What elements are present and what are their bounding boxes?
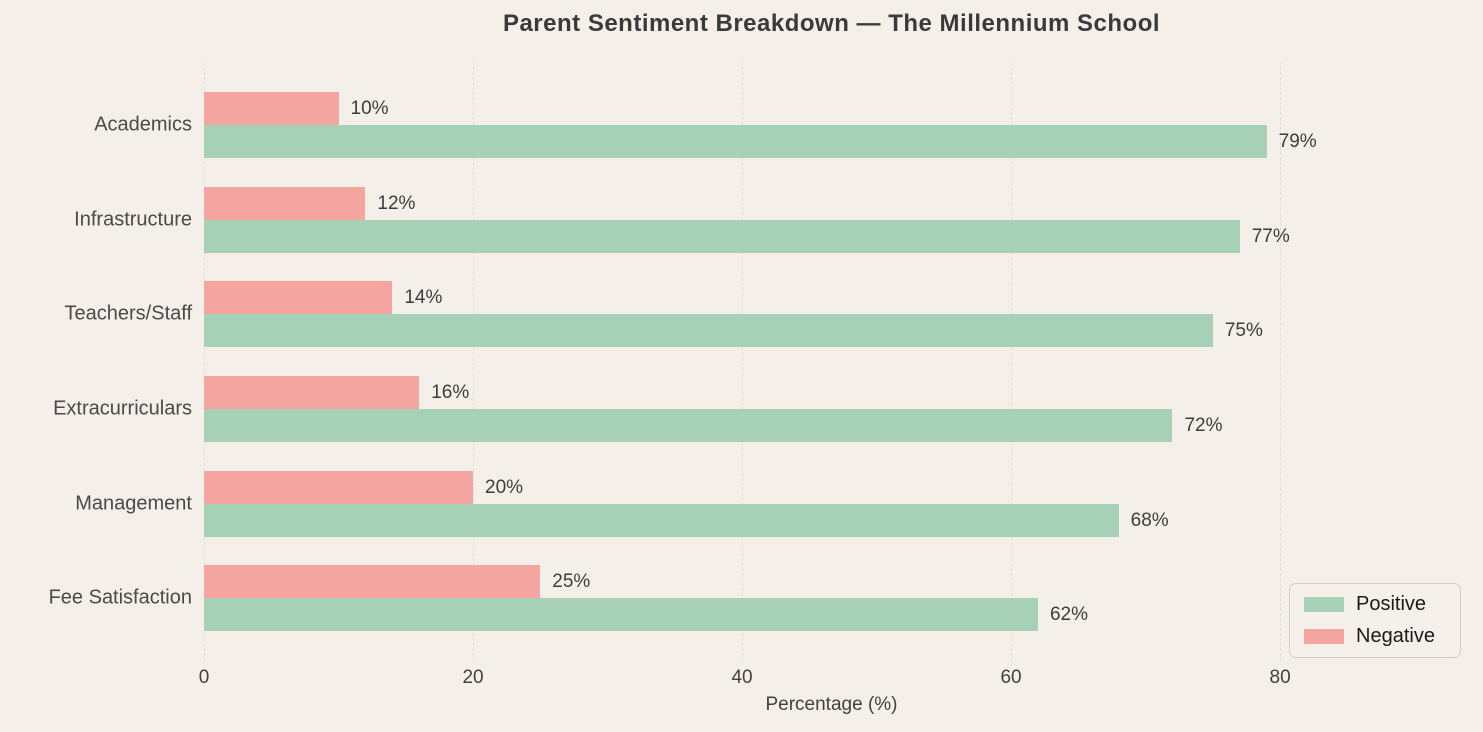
x-tick-label: 20 bbox=[462, 667, 484, 688]
value-label-negative: 16% bbox=[431, 382, 470, 403]
value-label-positive: 72% bbox=[1184, 415, 1223, 436]
category-label: Academics bbox=[94, 113, 192, 136]
bar-positive bbox=[204, 598, 1038, 632]
value-label-negative: 25% bbox=[552, 571, 591, 593]
value-label-negative: 14% bbox=[404, 287, 443, 309]
legend-item-positive: Positive bbox=[1304, 593, 1446, 616]
bar-positive bbox=[204, 125, 1267, 158]
gridline bbox=[742, 62, 744, 661]
bar-positive bbox=[204, 409, 1173, 442]
bar-negative bbox=[204, 376, 420, 409]
bar-negative bbox=[204, 186, 366, 220]
bar-positive bbox=[204, 219, 1240, 253]
legend-label-negative: Negative bbox=[1356, 625, 1435, 647]
gridline bbox=[1011, 62, 1013, 661]
x-tick-label: 80 bbox=[1269, 667, 1291, 688]
x-axis-label: Percentage (%) bbox=[765, 694, 898, 715]
value-label-negative: 10% bbox=[350, 98, 389, 119]
bar-negative bbox=[204, 281, 393, 315]
bar-positive bbox=[204, 314, 1213, 348]
legend: Positive Negative bbox=[1289, 583, 1461, 658]
bar-positive bbox=[204, 503, 1119, 537]
plot-area: 10% 79% 12% 77% 14% 75% 16% 72% 20% 68% 25% 62% bbox=[204, 62, 1459, 661]
category-label: Management bbox=[75, 492, 192, 515]
category-label: Teachers/Staff bbox=[64, 302, 192, 325]
value-label-positive: 79% bbox=[1278, 131, 1317, 152]
x-tick-label: 40 bbox=[731, 667, 753, 688]
gridline bbox=[1280, 62, 1282, 661]
category-label: Extracurriculars bbox=[53, 397, 192, 420]
value-label-negative: 20% bbox=[485, 476, 524, 498]
legend-label-positive: Positive bbox=[1356, 593, 1427, 615]
chart-title: Parent Sentiment Breakdown — The Millenn… bbox=[502, 10, 1161, 37]
gridline bbox=[204, 62, 205, 661]
bar-negative bbox=[204, 470, 474, 504]
gridline bbox=[473, 62, 475, 661]
value-label-negative: 12% bbox=[377, 192, 416, 214]
value-label-positive: 68% bbox=[1130, 509, 1169, 531]
positive-swatch-icon bbox=[1304, 597, 1344, 612]
negative-swatch-icon bbox=[1304, 629, 1344, 644]
value-label-positive: 77% bbox=[1251, 225, 1290, 247]
bar-negative bbox=[204, 92, 339, 125]
bar-negative bbox=[204, 565, 541, 599]
x-tick-label: 60 bbox=[1000, 667, 1022, 688]
category-label: Infrastructure bbox=[74, 208, 192, 231]
x-tick-label: 0 bbox=[198, 667, 210, 688]
value-label-positive: 62% bbox=[1049, 604, 1088, 626]
category-label: Fee Satisfaction bbox=[48, 586, 192, 609]
legend-item-negative: Negative bbox=[1304, 625, 1446, 648]
value-label-positive: 75% bbox=[1224, 320, 1263, 342]
